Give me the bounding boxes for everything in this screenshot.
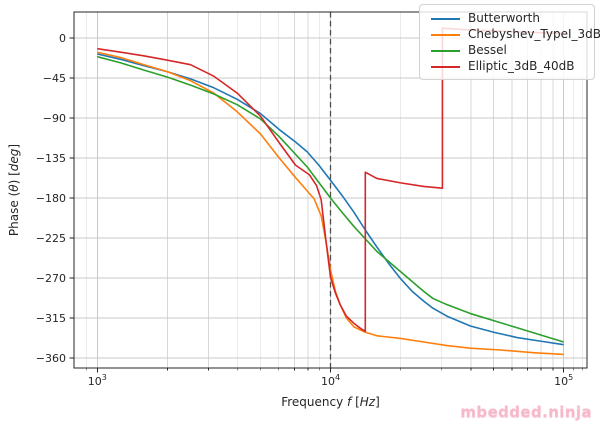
legend-label: Elliptic_3dB_40dB bbox=[468, 59, 575, 73]
legend-label: Butterworth bbox=[468, 11, 540, 25]
watermark: mbedded.ninja bbox=[460, 403, 592, 421]
svg-text:−90: −90 bbox=[43, 112, 66, 125]
axis-ticks bbox=[69, 37, 583, 373]
svg-text:0: 0 bbox=[59, 32, 66, 45]
legend-line-swatch bbox=[431, 33, 460, 36]
svg-text:105: 105 bbox=[554, 373, 573, 388]
legend-line-swatch bbox=[431, 65, 460, 68]
x-axis-label: Frequency f [Hz] bbox=[281, 395, 380, 409]
svg-text:−225: −225 bbox=[36, 232, 66, 245]
series-bessel bbox=[97, 55, 564, 343]
legend-item: Elliptic_3dB_40dB bbox=[431, 59, 586, 74]
legend-line-swatch bbox=[431, 17, 460, 20]
series-butterworth bbox=[97, 53, 564, 346]
svg-text:−45: −45 bbox=[43, 72, 66, 85]
series-elliptic-3db-40db bbox=[97, 27, 564, 333]
svg-text:103: 103 bbox=[88, 373, 107, 388]
svg-text:−270: −270 bbox=[36, 272, 66, 285]
legend-item: Chebyshev_TypeI_3dB bbox=[431, 27, 600, 42]
legend-label: Chebyshev_TypeI_3dB bbox=[468, 27, 600, 41]
svg-text:−315: −315 bbox=[36, 312, 66, 325]
x-tick-labels: 103 104 105 bbox=[88, 373, 573, 388]
svg-text:104: 104 bbox=[321, 373, 340, 388]
svg-text:−180: −180 bbox=[36, 192, 66, 205]
svg-text:−135: −135 bbox=[36, 152, 66, 165]
svg-text:−360: −360 bbox=[36, 352, 66, 365]
legend-item: Butterworth bbox=[431, 11, 586, 26]
legend-line-swatch bbox=[431, 49, 460, 52]
legend-label: Bessel bbox=[468, 43, 507, 57]
legend: Butterworth Chebyshev_TypeI_3dB Bessel E… bbox=[419, 4, 600, 80]
y-tick-labels: 0 −45 −90 −135 −180 −225 −270 −315 −360 bbox=[36, 32, 66, 365]
y-axis-label: Phase (θ) [deg] bbox=[7, 144, 21, 236]
legend-item: Bessel bbox=[431, 43, 586, 58]
